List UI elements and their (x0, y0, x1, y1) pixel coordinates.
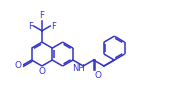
Text: O: O (38, 67, 45, 76)
Text: F: F (51, 22, 56, 30)
Text: F: F (28, 22, 33, 30)
Text: O: O (14, 61, 21, 70)
Text: F: F (39, 11, 44, 20)
Text: NH: NH (73, 64, 85, 73)
Text: O: O (95, 71, 102, 80)
